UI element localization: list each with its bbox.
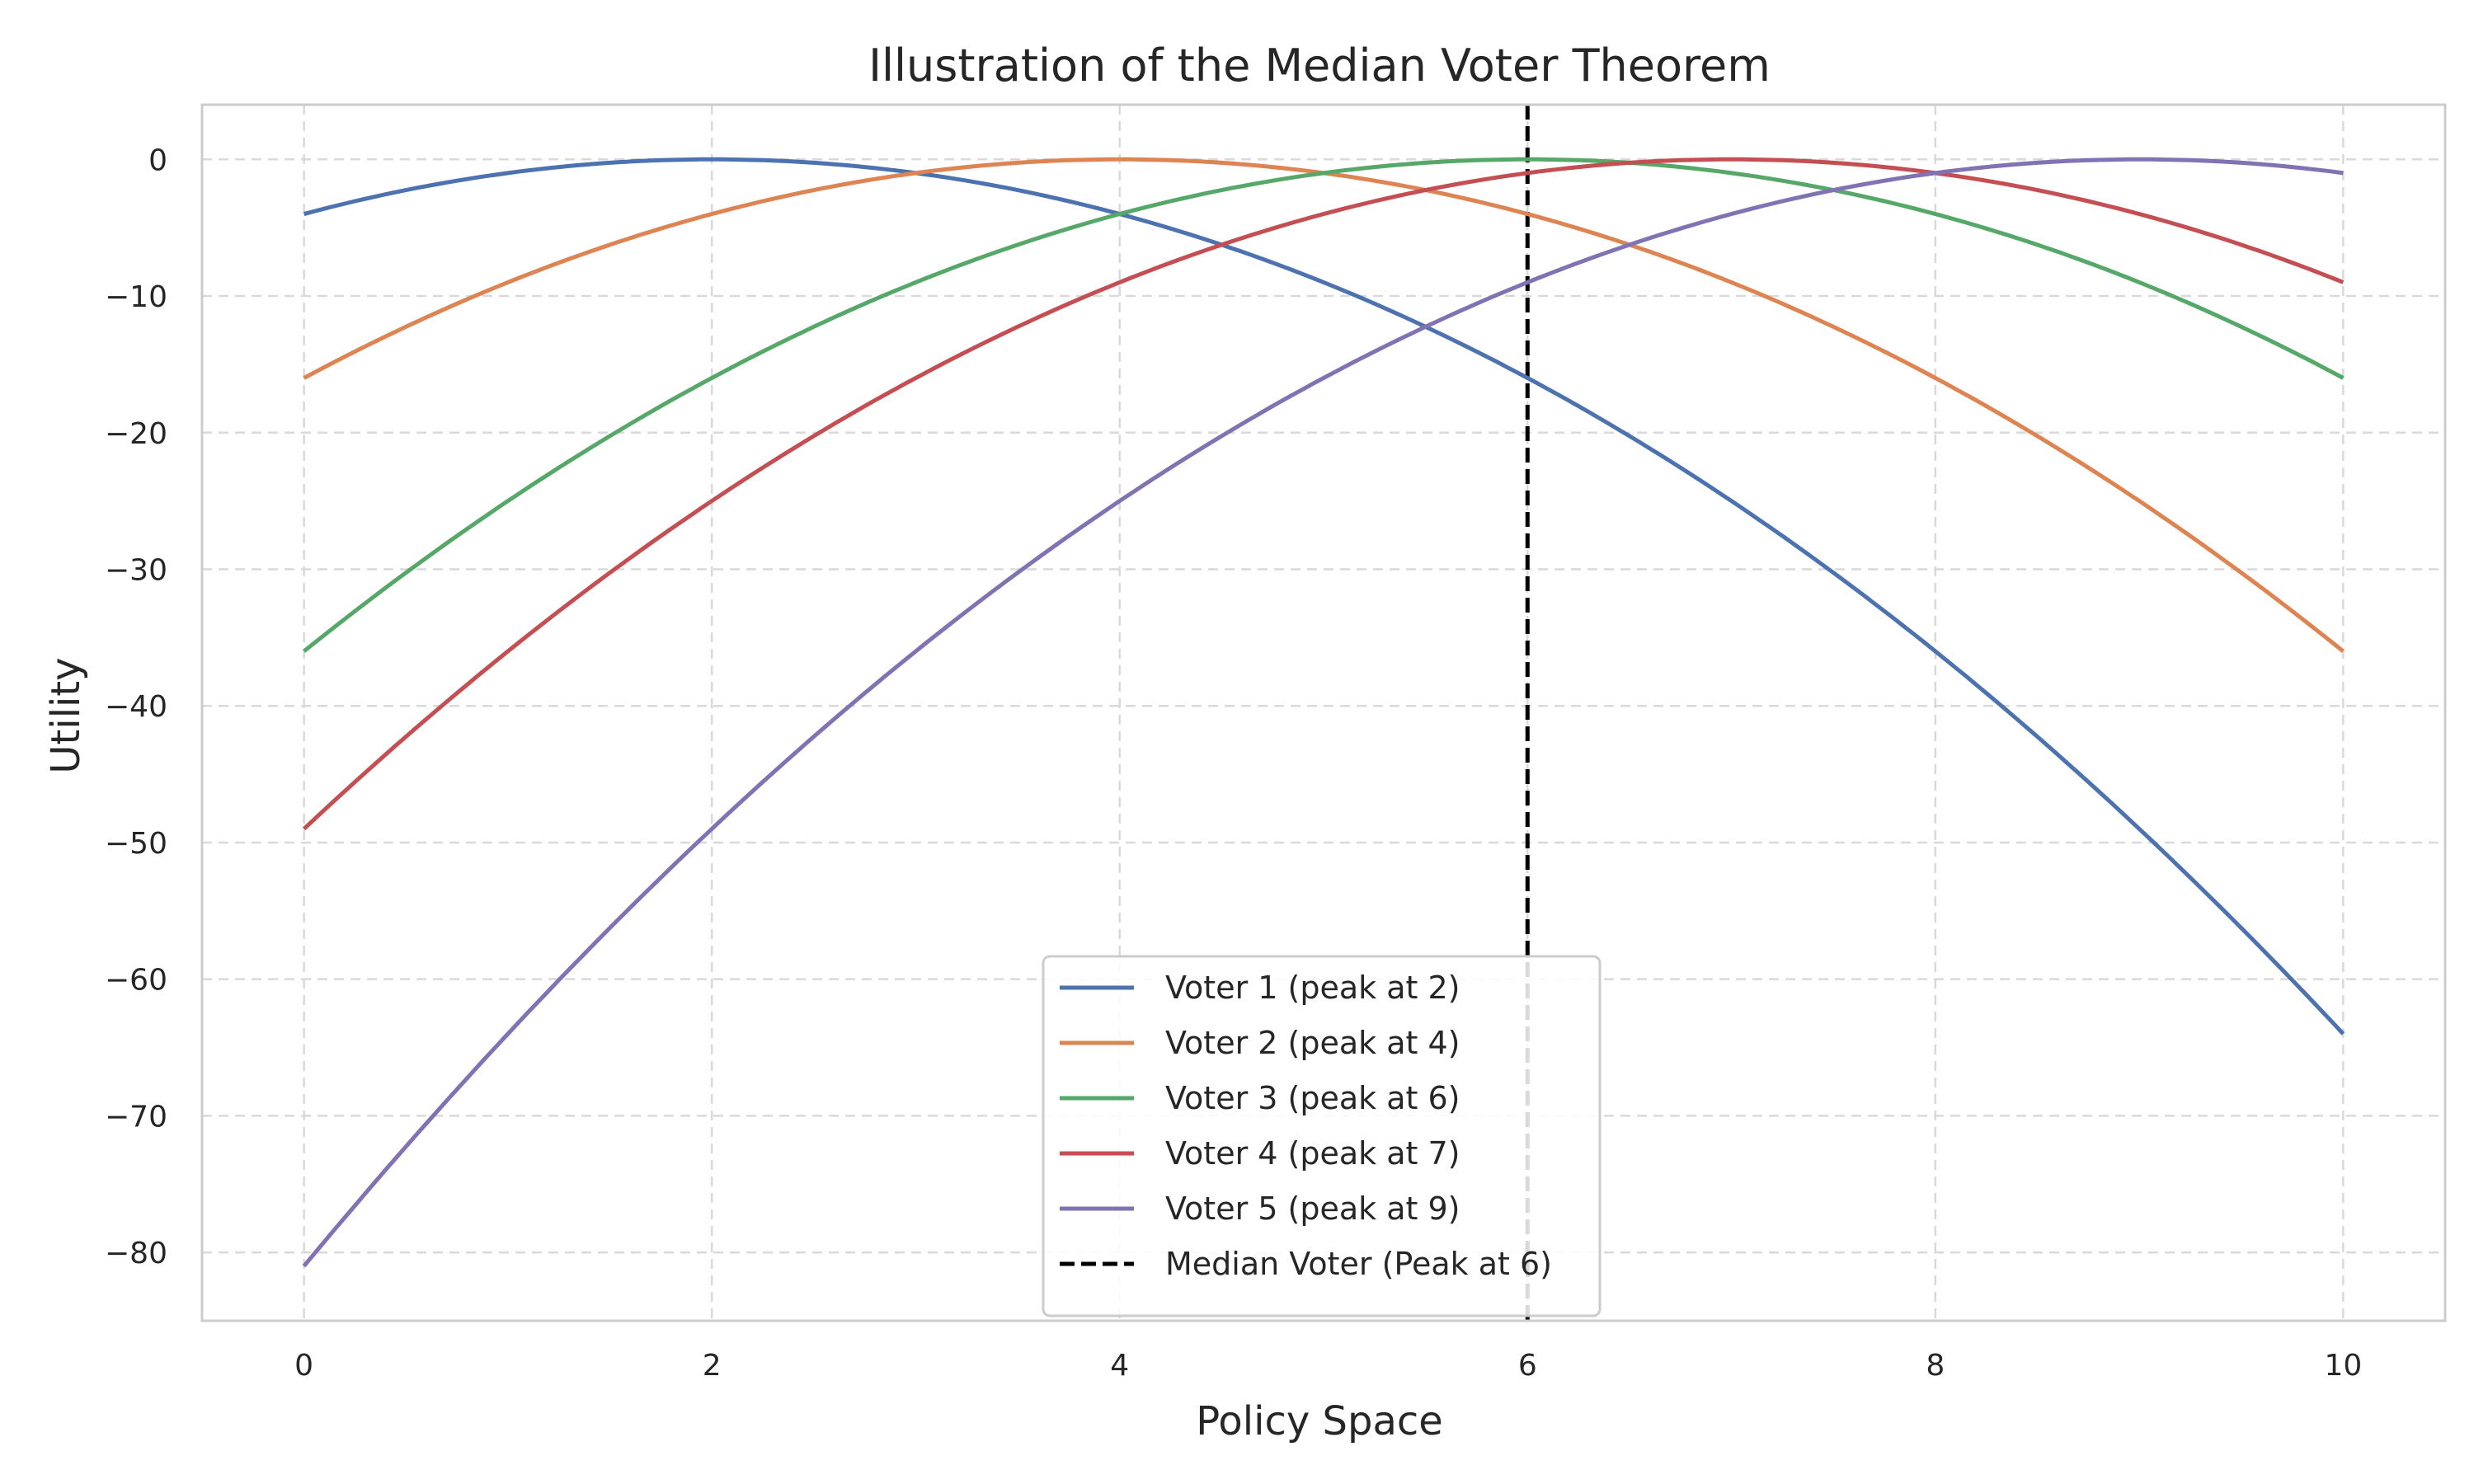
y-tick-label: −50	[105, 827, 167, 861]
y-tick-label: −10	[105, 280, 167, 314]
y-tick-labels: 0 −10 −20 −30 −40 −50 −60 −70 −80	[105, 143, 167, 1270]
y-tick-label: −80	[105, 1237, 167, 1270]
chart-title: Illustration of the Median Voter Theorem	[868, 40, 1771, 92]
legend-label: Median Voter (Peak at 6)	[1165, 1246, 1552, 1282]
series-line-voter-3	[303, 157, 2345, 653]
y-tick-label: −20	[105, 417, 167, 451]
x-tick-label: 2	[703, 1349, 722, 1383]
x-tick-label: 6	[1518, 1349, 1537, 1383]
series-line-voter-4	[302, 157, 2345, 831]
legend-label: Voter 5 (peak at 9)	[1165, 1190, 1460, 1227]
plot-frame	[200, 103, 2447, 1322]
series-layer	[302, 157, 2345, 1268]
series-line-voter-1	[303, 157, 2345, 1036]
x-tick-labels: 0 2 4 6 8 10	[294, 1349, 2362, 1383]
x-tick-label: 0	[294, 1349, 313, 1383]
legend-label: Voter 4 (peak at 7)	[1165, 1135, 1460, 1172]
y-tick-label: −60	[105, 964, 167, 998]
legend: Voter 1 (peak at 2) Voter 2 (peak at 4) Vo…	[1042, 955, 1602, 1317]
x-axis-label: Policy Space	[1196, 1398, 1443, 1444]
y-tick-label: −30	[105, 553, 167, 587]
legend-label: Voter 3 (peak at 6)	[1165, 1080, 1460, 1116]
y-axis-label: Utility	[43, 657, 89, 773]
x-tick-label: 4	[1110, 1349, 1129, 1383]
series-line-voter-5	[302, 157, 2344, 1268]
x-tick-label: 10	[2324, 1349, 2362, 1383]
y-tick-label: 0	[148, 143, 167, 177]
legend-label: Voter 1 (peak at 2)	[1165, 970, 1460, 1006]
legend-label: Voter 2 (peak at 4)	[1165, 1025, 1460, 1061]
x-tick-label: 8	[1926, 1349, 1945, 1383]
legend-box	[1042, 955, 1602, 1317]
y-tick-label: −70	[105, 1100, 167, 1134]
y-tick-label: −40	[105, 690, 167, 724]
